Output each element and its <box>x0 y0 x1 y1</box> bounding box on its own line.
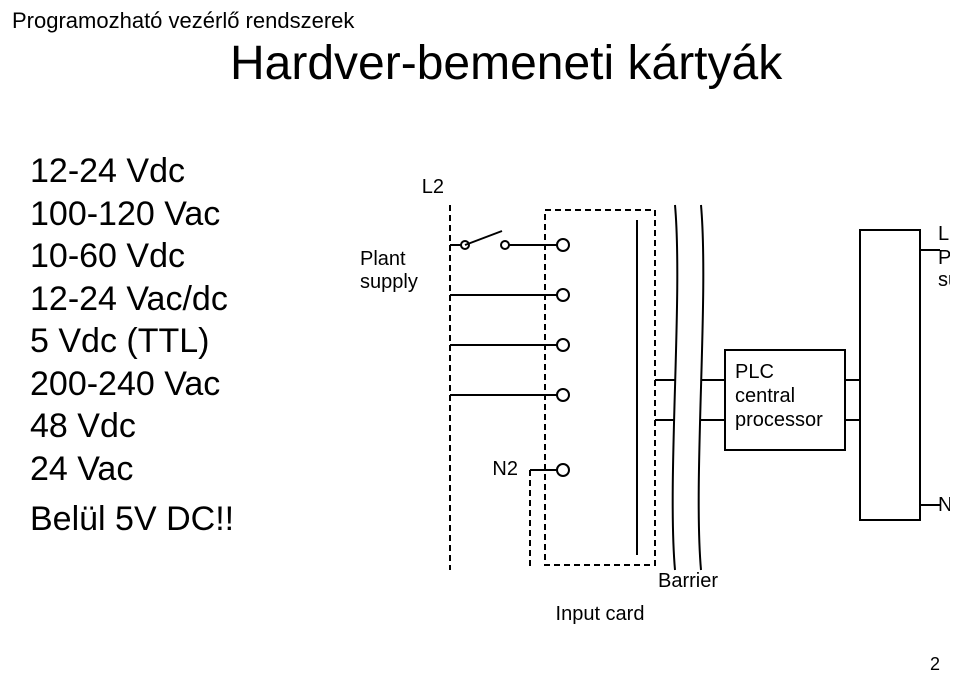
svg-text:N2: N2 <box>492 458 518 480</box>
voltage-item: 12-24 Vdc <box>30 150 228 193</box>
voltage-list: 12-24 Vdc 100-120 Vac 10-60 Vdc 12-24 Va… <box>30 150 228 490</box>
svg-text:Barrier: Barrier <box>658 570 718 592</box>
svg-text:supply: supply <box>938 269 950 291</box>
svg-text:Input card: Input card <box>556 603 645 625</box>
svg-text:supply: supply <box>360 271 418 293</box>
svg-text:PLC: PLC <box>938 247 950 269</box>
page-title: Hardver-bemeneti kártyák <box>230 36 782 91</box>
voltage-item: 100-120 Vac <box>30 193 228 236</box>
voltage-item: 200-240 Vac <box>30 363 228 406</box>
svg-text:processor: processor <box>735 409 823 431</box>
svg-text:N1: N1 <box>938 494 950 516</box>
svg-text:Plant: Plant <box>360 248 406 270</box>
page-number: 2 <box>930 654 940 675</box>
header-text: Programozható vezérlő rendszerek <box>12 8 354 34</box>
voltage-item: 12-24 Vac/dc <box>30 278 228 321</box>
svg-text:L1: L1 <box>938 223 950 245</box>
voltage-item: 24 Vac <box>30 448 228 491</box>
voltage-item: 10-60 Vdc <box>30 235 228 278</box>
svg-text:PLC: PLC <box>735 361 774 383</box>
belul-text: Belül 5V DC!! <box>30 500 234 539</box>
svg-text:central: central <box>735 385 795 407</box>
circuit-diagram: L2PlantsupplyN2Input cardBarrierPLCcentr… <box>330 150 950 635</box>
voltage-item: 5 Vdc (TTL) <box>30 320 228 363</box>
voltage-item: 48 Vdc <box>30 405 228 448</box>
svg-text:L2: L2 <box>422 176 444 198</box>
diagram-svg: L2PlantsupplyN2Input cardBarrierPLCcentr… <box>330 150 950 630</box>
